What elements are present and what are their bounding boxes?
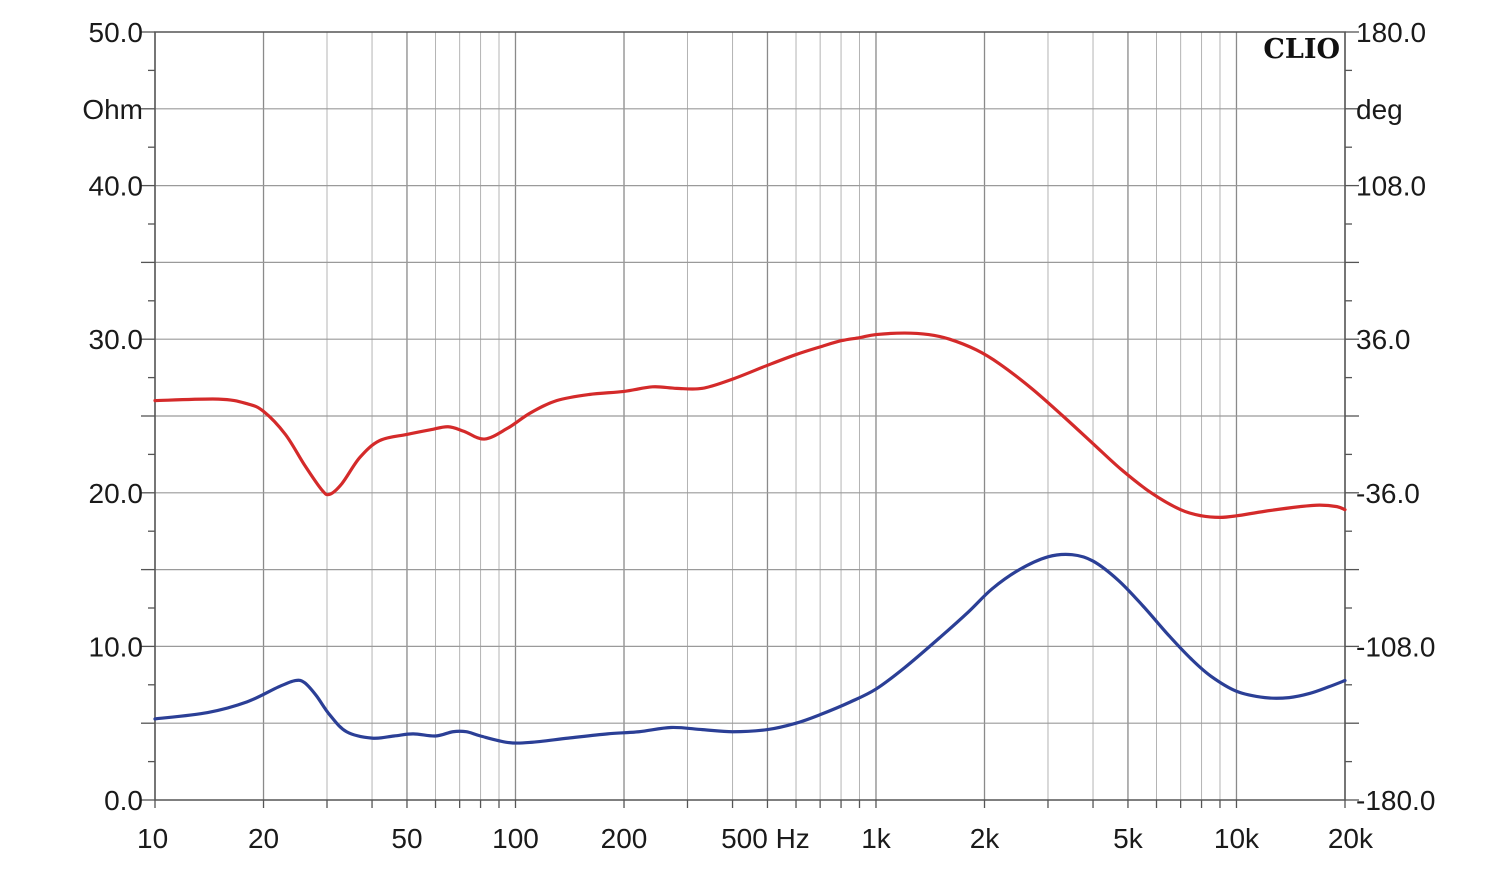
y-left-tick-label: 40.0 (89, 171, 144, 202)
series-line-impedance (153, 331, 1347, 519)
x-tick-label: 20k (1328, 823, 1374, 854)
y-right-tick-label: -36.0 (1356, 478, 1420, 509)
x-tick-label: 2k (970, 823, 1001, 854)
y-right-unit-label: deg (1356, 94, 1403, 125)
y-left-tick-label: 50.0 (89, 17, 144, 48)
y-left-tick-label: 20.0 (89, 478, 144, 509)
y-left-tick-label: 10.0 (89, 631, 144, 662)
x-tick-label: 10 (137, 823, 168, 854)
y-left-tick-label: 0.0 (104, 785, 143, 816)
series-line-phase (153, 552, 1347, 745)
y-right-tick-label: 36.0 (1356, 324, 1411, 355)
x-tick-label: 100 (492, 823, 539, 854)
x-tick-label: 50 (391, 823, 422, 854)
y-left-tick-label: 30.0 (89, 324, 144, 355)
y-right-tick-label: 108.0 (1356, 171, 1426, 202)
y-right-tick-label: 180.0 (1356, 17, 1426, 48)
clio-brand: CLIO (1263, 34, 1340, 65)
x-tick-label: 200 (601, 823, 648, 854)
series-layer (153, 331, 1347, 745)
y-right-tick-label: -180.0 (1356, 785, 1435, 816)
x-tick-label: 10k (1214, 823, 1260, 854)
axis-labels: 0.0 10.0 20.0 30.0 40.0 50.0 Ohm -180.0 -108.0 -3… (82, 17, 1435, 854)
x-tick-label: 20 (248, 823, 279, 854)
y-right-tick-label: -108.0 (1356, 631, 1435, 662)
y-left-unit-label: Ohm (82, 94, 143, 125)
x-tick-label: 5k (1113, 823, 1144, 854)
x-tick-label: 500 Hz (721, 823, 810, 854)
axis-ticks (141, 31, 1359, 808)
x-tick-label: 1k (861, 823, 892, 854)
